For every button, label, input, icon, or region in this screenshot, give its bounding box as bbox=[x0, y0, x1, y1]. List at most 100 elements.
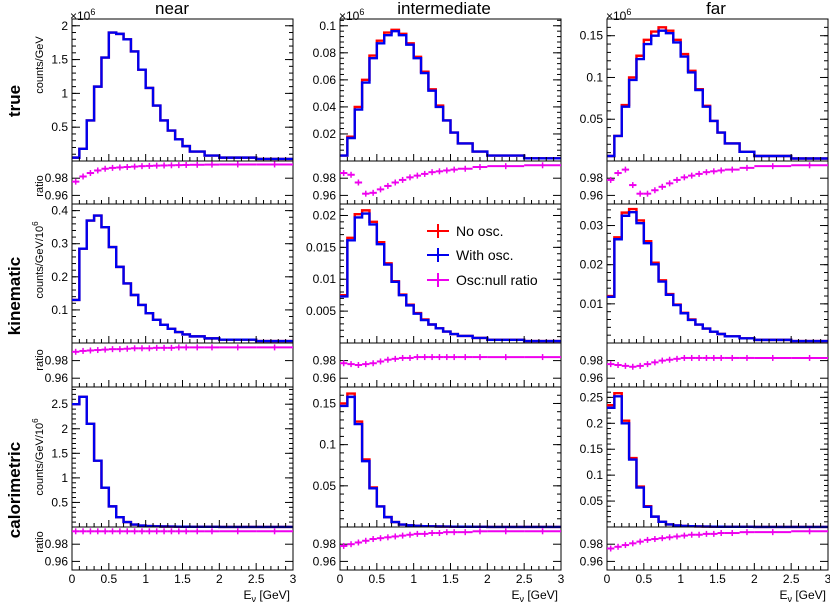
x-tick-label: 2.5 bbox=[248, 572, 265, 586]
ratio-ylabel-true: ratio bbox=[34, 175, 46, 196]
legend-entry-no-osc: No osc. bbox=[427, 223, 503, 239]
y-tick-label: 0.02 bbox=[313, 208, 337, 222]
multiplier-label-near: ×106 bbox=[70, 7, 95, 23]
series-no-osc bbox=[340, 392, 561, 529]
svg-text:×106: ×106 bbox=[606, 7, 631, 23]
main-frame bbox=[606, 18, 829, 162]
y-tick-label: 0.15 bbox=[580, 29, 604, 43]
y-tick-label: 1 bbox=[61, 471, 68, 485]
series-no-osc bbox=[607, 392, 828, 529]
y-tick-label: 2.5 bbox=[51, 397, 68, 411]
x-tick-label: 2 bbox=[216, 572, 223, 586]
x-tick-label: 3 bbox=[558, 572, 565, 586]
x-tick-label: 1 bbox=[142, 572, 149, 586]
main-frame bbox=[339, 18, 562, 162]
y-tick-label: 0.005 bbox=[306, 304, 336, 318]
series-with-osc bbox=[340, 212, 561, 343]
y-tick-label: 0.04 bbox=[313, 100, 337, 114]
row-label-true: true bbox=[5, 85, 24, 117]
series-with-osc bbox=[340, 29, 561, 160]
row-label-calorimetric: calorimetric bbox=[5, 442, 24, 538]
main-frame bbox=[606, 386, 829, 528]
y-tick-label: 0.5 bbox=[51, 495, 68, 509]
ratio-y-tick-label: 0.98 bbox=[45, 537, 69, 551]
y-tick-label: 0.02 bbox=[313, 127, 337, 141]
panel-kinematic-intermediate: 0.005 0.01 0.015 0.02 0.98 0.96 bbox=[306, 203, 562, 388]
ratio-y-tick-label: 0.96 bbox=[580, 554, 604, 568]
x-tick-label: 1.5 bbox=[174, 572, 191, 586]
panel-kinematic-far: 0.01 0.02 0.03 0.98 0.96 bbox=[580, 203, 829, 388]
ratio-y-tick-label: 0.96 bbox=[313, 554, 337, 568]
x-tick-label: 0 bbox=[337, 572, 344, 586]
ratio-y-tick-label: 0.96 bbox=[45, 554, 69, 568]
x-tick-label: 3 bbox=[290, 572, 297, 586]
ratio-ylabel-kinematic: ratio bbox=[34, 349, 46, 370]
y-tick-label: 0.4 bbox=[51, 204, 68, 218]
y-tick-label: 0.5 bbox=[51, 120, 68, 134]
x-tick-label: 1 bbox=[677, 572, 684, 586]
multiplier-label-far: ×106 bbox=[606, 7, 631, 23]
ratio-y-tick-label: 0.98 bbox=[580, 354, 604, 368]
y-tick-label: 0.1 bbox=[319, 19, 336, 33]
y-tick-label: 0.03 bbox=[580, 219, 604, 233]
x-tick-label: 0.5 bbox=[635, 572, 652, 586]
series-no-osc bbox=[340, 28, 561, 160]
y-tick-label: 0.2 bbox=[586, 416, 603, 430]
svg-text:×106: ×106 bbox=[70, 7, 95, 23]
y-tick-label: 2 bbox=[61, 19, 68, 33]
y-tick-label: 0.2 bbox=[51, 270, 68, 284]
svg-text:Eν [GeV]: Eν [GeV] bbox=[779, 588, 826, 604]
panel-true-near: 0.5 1 1.5 2 0.98 0.96 bbox=[45, 18, 294, 205]
column-title-near: near bbox=[155, 0, 189, 18]
legend-entry-ratio: Osc:null ratio bbox=[427, 272, 538, 288]
x-tick-label: 0.5 bbox=[100, 572, 117, 586]
panel-kinematic-near: 0.1 0.2 0.3 0.4 0.98 0.96 bbox=[45, 203, 294, 388]
y-tick-label: 0.1 bbox=[51, 303, 68, 317]
ratio-y-tick-label: 0.96 bbox=[45, 371, 69, 385]
series-no-osc bbox=[607, 26, 828, 160]
y-tick-label: 0.05 bbox=[313, 479, 337, 493]
y-tick-label: 0.05 bbox=[580, 494, 604, 508]
legend-label-ratio: Osc:null ratio bbox=[456, 272, 538, 288]
xlabel-intermediate: Eν [GeV] bbox=[511, 588, 558, 604]
ratio-y-tick-label: 0.96 bbox=[580, 371, 604, 385]
y-tick-label: 1.5 bbox=[51, 446, 68, 460]
ratio-y-tick-label: 0.96 bbox=[313, 188, 337, 202]
series-with-osc bbox=[72, 395, 293, 529]
y-tick-label: 0.06 bbox=[313, 73, 337, 87]
y-tick-label: 0.02 bbox=[580, 258, 604, 272]
y-tick-label: 0.08 bbox=[313, 46, 337, 60]
row-label-kinematic: kinematic bbox=[5, 257, 24, 335]
legend-label-with-osc: With osc. bbox=[456, 247, 514, 263]
series-no-osc bbox=[72, 395, 293, 529]
ratio-y-tick-label: 0.96 bbox=[313, 371, 337, 385]
ylabel-kinematic: counts/GeV/106 bbox=[31, 221, 46, 299]
y-tick-label: 0.1 bbox=[319, 438, 336, 452]
series-with-osc bbox=[72, 214, 293, 343]
y-tick-label: 0.15 bbox=[313, 396, 337, 410]
panel-calorimetric-far: 0.05 0.1 0.15 0.2 0.25 0.98 0.960 0.5 1 1.5 2 2.5 3 bbox=[580, 386, 830, 586]
y-tick-label: 1.5 bbox=[51, 53, 68, 67]
ratio-y-tick-label: 0.96 bbox=[580, 188, 604, 202]
y-tick-label: 0.3 bbox=[51, 237, 68, 251]
main-frame bbox=[71, 203, 294, 344]
series-with-osc bbox=[607, 29, 828, 160]
ratio-y-tick-label: 0.96 bbox=[45, 188, 69, 202]
series-with-osc bbox=[607, 395, 828, 529]
legend-label-no-osc: No osc. bbox=[456, 223, 503, 239]
main-frame bbox=[606, 203, 829, 344]
ratio-y-tick-label: 0.98 bbox=[45, 354, 69, 368]
series-no-osc bbox=[72, 214, 293, 343]
y-tick-label: 0.1 bbox=[586, 468, 603, 482]
svg-text:Eν [GeV]: Eν [GeV] bbox=[243, 588, 290, 604]
ylabel-true: counts/GeV bbox=[34, 36, 46, 94]
ratio-y-tick-label: 0.98 bbox=[45, 171, 69, 185]
x-tick-label: 3 bbox=[825, 572, 830, 586]
x-tick-label: 0.5 bbox=[368, 572, 385, 586]
x-tick-label: 2.5 bbox=[783, 572, 800, 586]
ratio-y-tick-label: 0.98 bbox=[313, 537, 337, 551]
y-tick-label: 0.015 bbox=[306, 240, 336, 254]
column-title-far: far bbox=[706, 0, 726, 18]
xlabel-near: Eν [GeV] bbox=[243, 588, 290, 604]
